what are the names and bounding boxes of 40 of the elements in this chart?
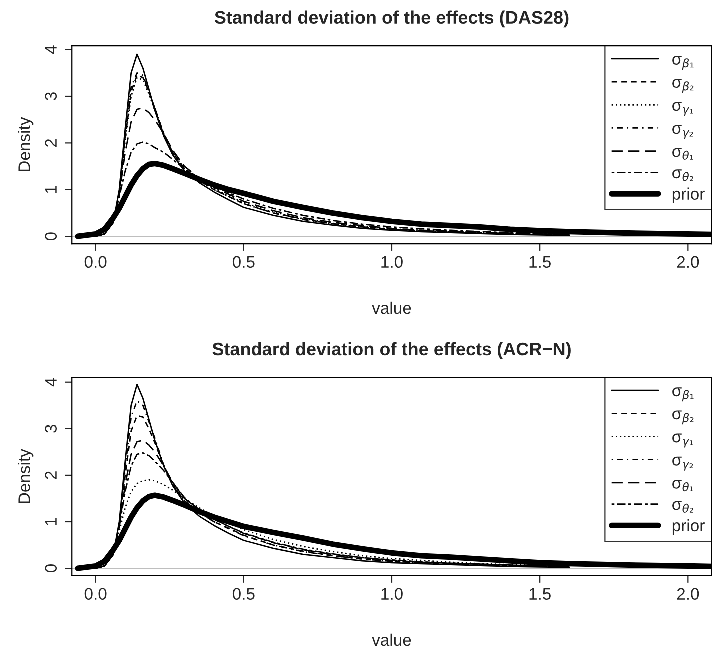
chart-title: Standard deviation of the effects (DAS28) bbox=[214, 10, 569, 28]
legend-label: prior bbox=[672, 188, 705, 204]
y-tick-label: 4 bbox=[45, 46, 57, 54]
legend-label: σ$_{γ₂}$ bbox=[672, 456, 694, 471]
y-tick-label: 3 bbox=[45, 425, 58, 433]
x-tick-label: 1.0 bbox=[382, 256, 403, 268]
x-tick-label: 1.5 bbox=[530, 256, 551, 268]
x-tick-label: 0.0 bbox=[84, 256, 107, 268]
x-tick-label: 0.0 bbox=[84, 588, 107, 600]
x-tick-label: 0.5 bbox=[232, 256, 255, 268]
x-axis-title: value bbox=[372, 634, 412, 646]
legend-label: σ$_{β₁}$ bbox=[672, 56, 694, 70]
legend-label: σ$_{γ₁}$ bbox=[672, 434, 694, 448]
y-tick-label: 2 bbox=[45, 139, 57, 147]
y-tick-label: 4 bbox=[45, 378, 57, 387]
legend-label: σ$_{θ₂}$ bbox=[672, 170, 694, 182]
x-tick-label: 2.0 bbox=[677, 256, 700, 268]
y-tick-label: 0 bbox=[45, 232, 58, 241]
x-tick-label: 1.0 bbox=[382, 588, 403, 600]
legend-label: σ$_{β₂}$ bbox=[672, 410, 694, 425]
legend-label: prior bbox=[672, 519, 705, 535]
x-tick-label: 1.5 bbox=[530, 588, 551, 600]
x-axis-title: value bbox=[372, 302, 412, 314]
legend-label: σ$_{β₂}$ bbox=[672, 79, 694, 94]
x-tick-label: 2.0 bbox=[677, 588, 700, 600]
legend-label: σ$_{γ₂}$ bbox=[672, 125, 694, 140]
chart-title: Standard deviation of the effects (ACR−N) bbox=[212, 342, 571, 360]
legend-label: σ$_{θ₂}$ bbox=[672, 501, 694, 513]
legend-label: σ$_{θ₁}$ bbox=[672, 480, 694, 492]
legend-label: σ$_{β₁}$ bbox=[672, 388, 694, 402]
y-tick-label: 1 bbox=[45, 186, 57, 194]
x-tick-label: 0.5 bbox=[232, 588, 255, 600]
legend-label: σ$_{θ₁}$ bbox=[672, 148, 694, 160]
y-axis-title: Density bbox=[18, 117, 34, 172]
y-tick-label: 3 bbox=[45, 92, 58, 100]
legend-label: σ$_{γ₁}$ bbox=[672, 102, 694, 116]
y-tick-label: 0 bbox=[45, 564, 58, 573]
y-tick-label: 2 bbox=[45, 472, 57, 480]
y-axis-title: Density bbox=[18, 449, 34, 504]
y-tick-label: 1 bbox=[45, 518, 57, 526]
